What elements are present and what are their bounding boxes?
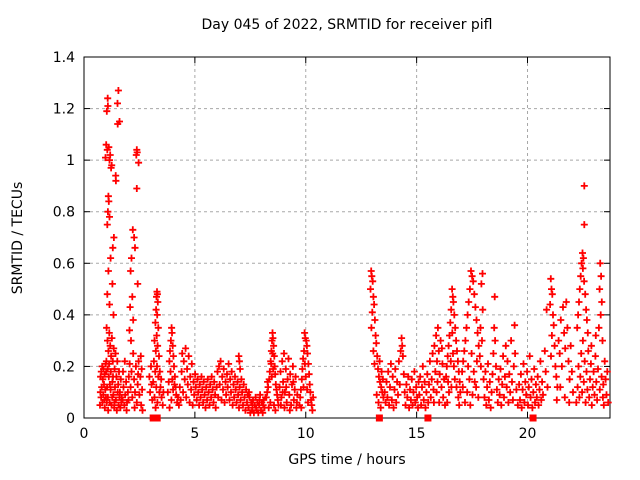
axis-ticks [83, 56, 610, 419]
x-axis-label: GPS time / hours [288, 452, 406, 468]
svg-text:5: 5 [190, 426, 199, 442]
svg-text:0.2: 0.2 [53, 359, 75, 375]
svg-text:0: 0 [66, 411, 75, 427]
plot-border [83, 56, 611, 419]
svg-text:0.6: 0.6 [53, 256, 75, 272]
svg-text:10: 10 [297, 426, 315, 442]
svg-text:20: 20 [519, 426, 537, 442]
svg-text:0.4: 0.4 [53, 308, 75, 324]
chart-title: Day 045 of 2022, SRMTID for receiver pif… [201, 17, 493, 33]
svg-text:1.2: 1.2 [53, 102, 75, 118]
svg-text:0.8: 0.8 [53, 205, 75, 221]
svg-text:0: 0 [80, 426, 89, 442]
data-points-zero-flag [149, 414, 537, 422]
data-points-srmtid [96, 87, 612, 417]
gridlines [84, 57, 610, 418]
tick-labels: 0 5 10 15 20 0 0.2 0.4 0.6 0.8 1 1.2 1.4 [53, 50, 537, 442]
svg-text:15: 15 [408, 426, 426, 442]
svg-text:1: 1 [66, 153, 75, 169]
svg-text:1.4: 1.4 [53, 50, 75, 66]
